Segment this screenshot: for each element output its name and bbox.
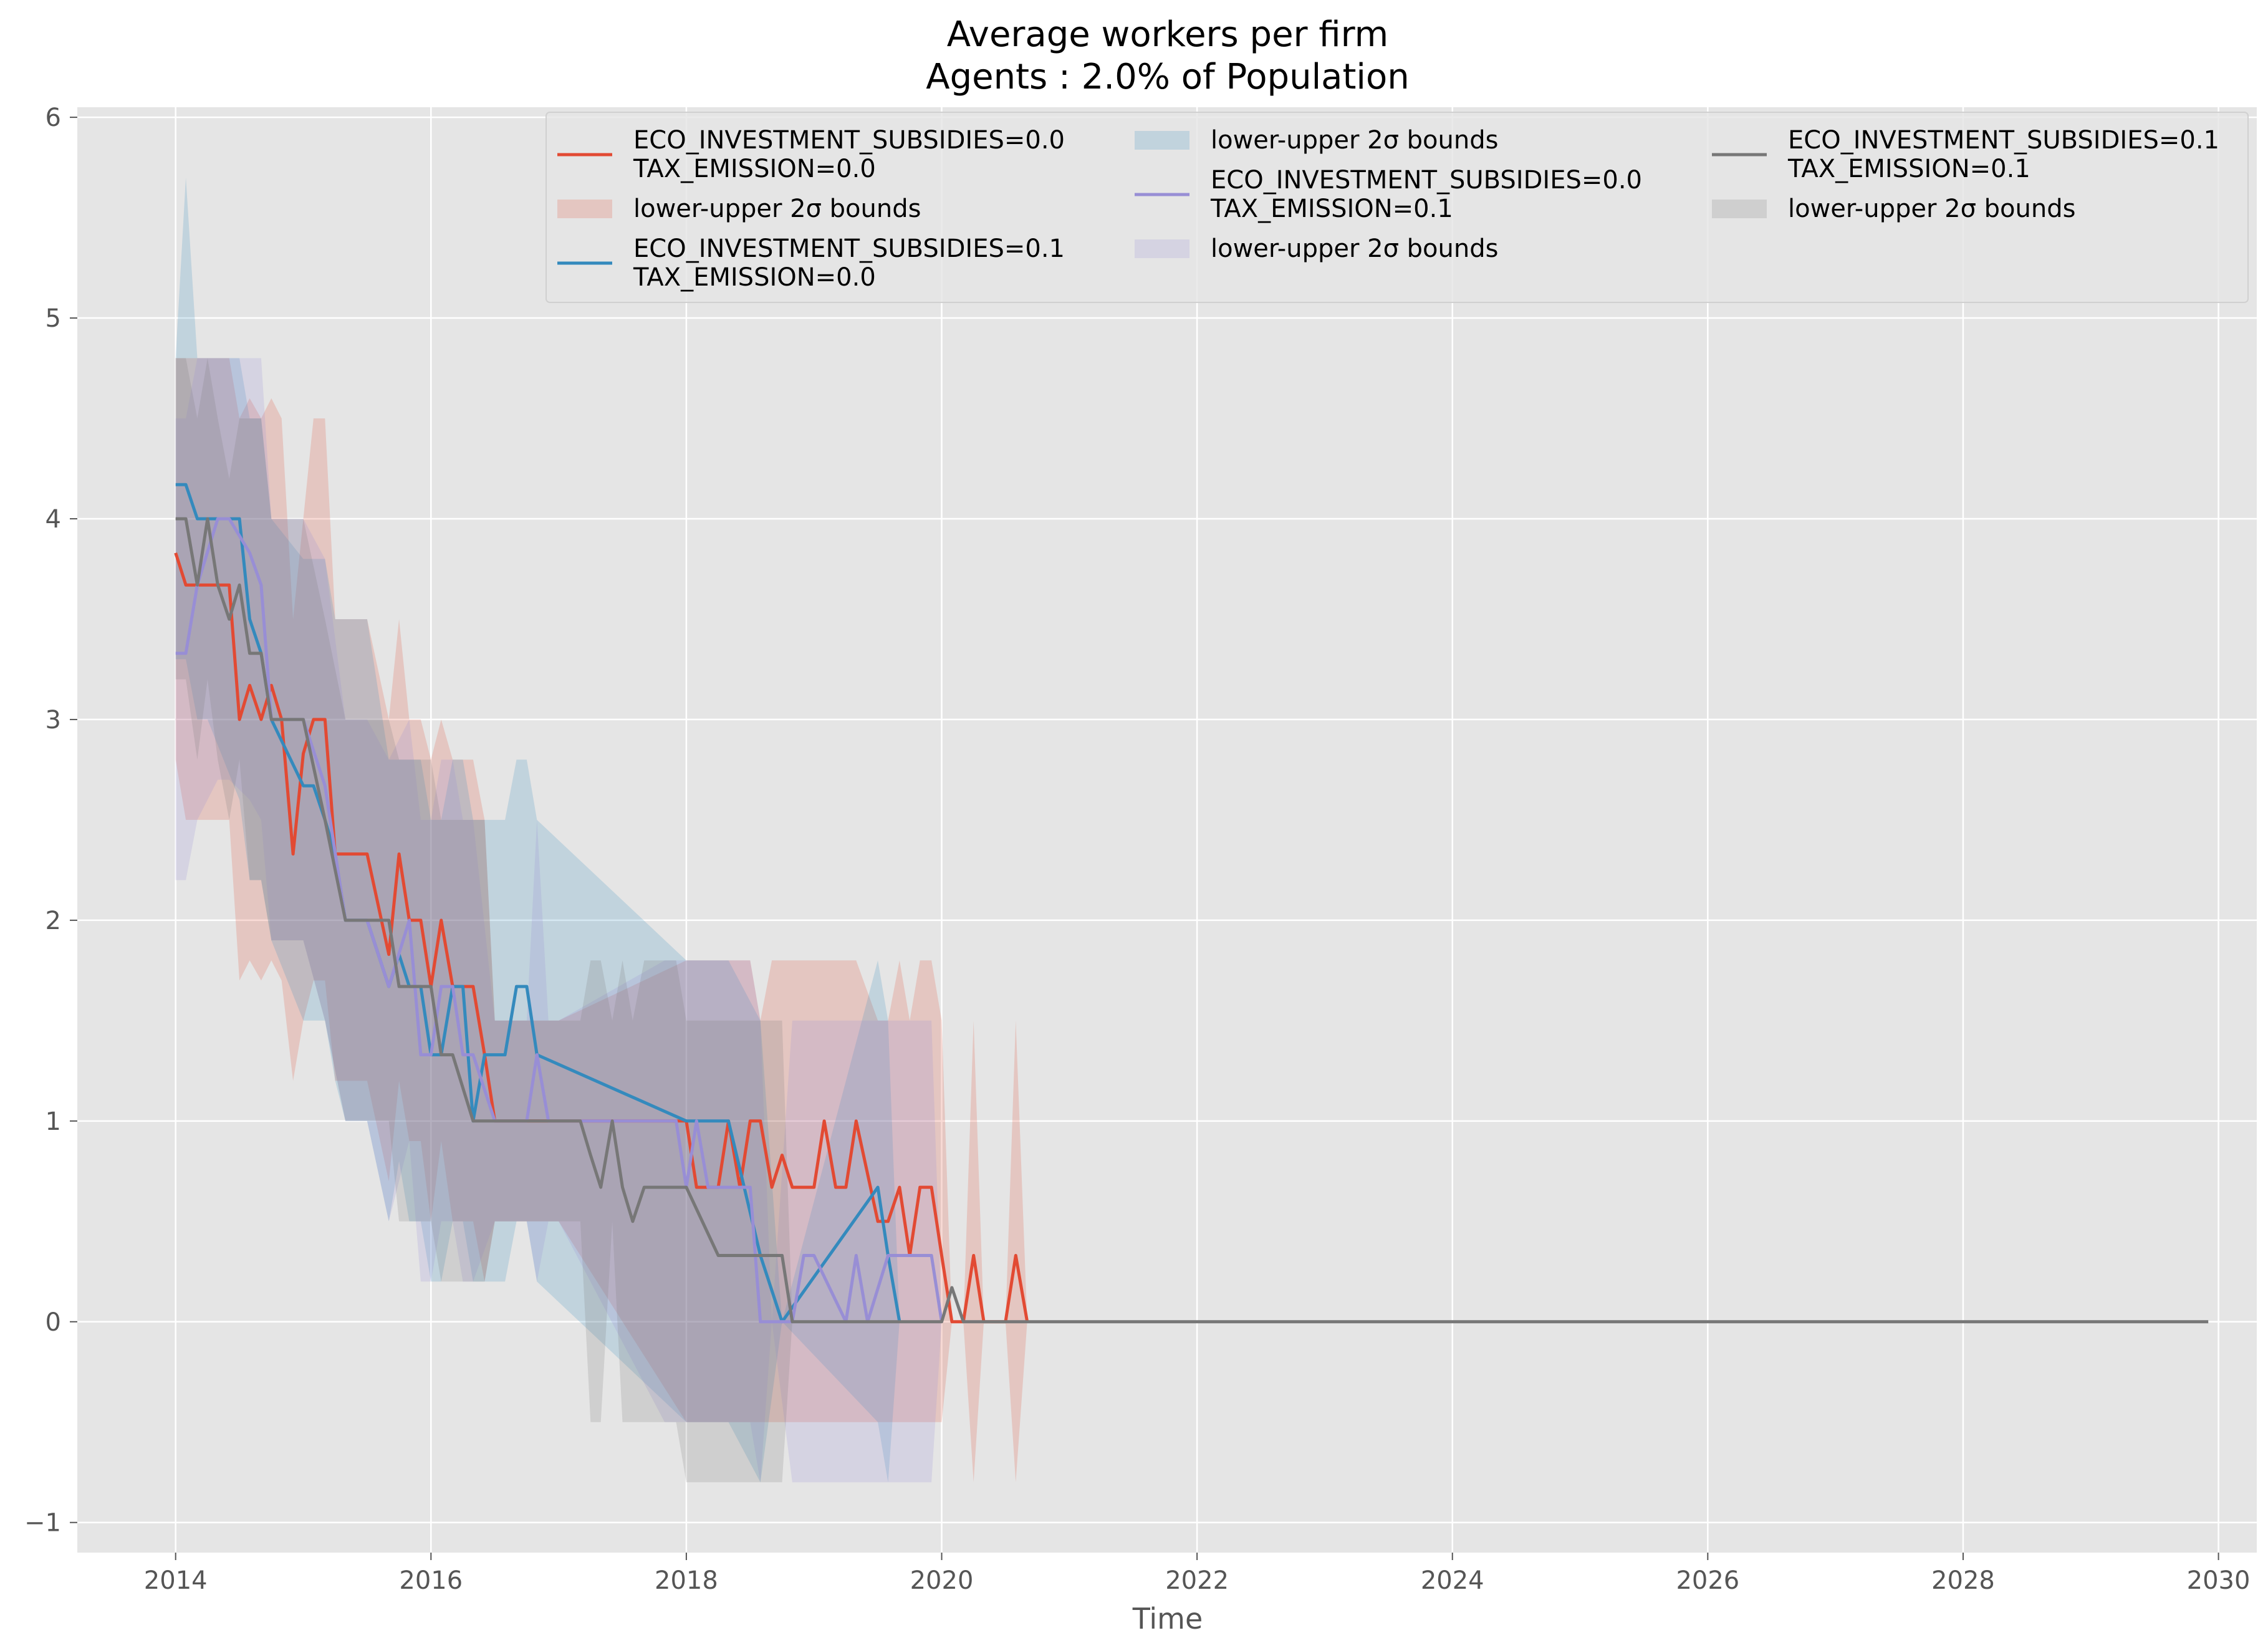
legend-item: lower-upper 2σ bounds: [1135, 126, 1498, 155]
y-tick-label: 1: [46, 1107, 61, 1136]
y-tick-label: −1: [24, 1509, 61, 1538]
series-0-band: [175, 358, 1027, 1483]
legend-item: lower-upper 2σ bounds: [1712, 195, 2075, 223]
axis-ticks: 2014 2016 2018 2020 2022 2024 2026 2028 2030 −1 0 1…: [24, 104, 2250, 1595]
y-tick-label: 0: [46, 1308, 61, 1337]
x-tick-label: 2022: [1165, 1566, 1229, 1595]
series-3-line: [175, 517, 2209, 1324]
series-lines: [174, 483, 2209, 1324]
legend: ECO_INVESTMENT_SUBSIDIES=0.0TAX_EMISSION…: [545, 112, 2249, 303]
legend-band-swatch: [1135, 239, 1189, 258]
x-tick-label: 2024: [1421, 1566, 1484, 1595]
chart-subtitle: Agents : 2.0% of Population: [926, 57, 1409, 97]
plot-area: [77, 107, 2257, 1553]
legend-item: ECO_INVESTMENT_SUBSIDIES=0.1TAX_EMISSION…: [557, 234, 1065, 292]
y-tick-label: 2: [46, 907, 61, 935]
legend-label: ECO_INVESTMENT_SUBSIDIES=0.0: [633, 126, 1065, 155]
legend-label: ECO_INVESTMENT_SUBSIDIES=0.0: [1211, 166, 1642, 195]
legend-band-swatch: [1135, 131, 1189, 150]
legend-item: lower-upper 2σ bounds: [557, 195, 921, 223]
x-tick-label: 2020: [910, 1566, 974, 1595]
x-tick-label: 2028: [1931, 1566, 1995, 1595]
legend-label: TAX_EMISSION=0.1: [1787, 155, 2030, 183]
series-1-band: [175, 177, 900, 1483]
legend-item: lower-upper 2σ bounds: [1135, 234, 1498, 263]
legend-item: ECO_INVESTMENT_SUBSIDIES=0.0TAX_EMISSION…: [1135, 166, 1642, 223]
series-3-band: [175, 358, 2209, 1483]
legend-label: lower-upper 2σ bounds: [1211, 126, 1498, 155]
legend-label: ECO_INVESTMENT_SUBSIDIES=0.1: [633, 234, 1065, 263]
x-tick-label: 2026: [1676, 1566, 1739, 1595]
x-tick-label: 2018: [655, 1566, 718, 1595]
legend-label: lower-upper 2σ bounds: [1788, 195, 2075, 223]
legend-label: TAX_EMISSION=0.0: [633, 155, 876, 183]
y-tick-label: 5: [46, 304, 61, 333]
y-tick-label: 4: [46, 505, 61, 534]
legend-box: [545, 112, 2249, 303]
y-tick-label: 3: [46, 706, 61, 735]
legend-band-swatch: [1712, 200, 1767, 218]
legend-label: lower-upper 2σ bounds: [633, 195, 921, 223]
x-tick-label: 2016: [399, 1566, 463, 1595]
y-tick-label: 6: [46, 104, 61, 132]
legend-label: TAX_EMISSION=0.0: [633, 263, 876, 292]
legend-label: lower-upper 2σ bounds: [1211, 234, 1498, 263]
x-tick-label: 2030: [2187, 1566, 2251, 1595]
chart-title: Average workers per firm: [947, 14, 1388, 55]
x-axis-label: Time: [1132, 1602, 1203, 1636]
x-tick-label: 2014: [144, 1566, 208, 1595]
legend-item: ECO_INVESTMENT_SUBSIDIES=0.1TAX_EMISSION…: [1712, 126, 2219, 183]
legend-label: TAX_EMISSION=0.1: [1210, 195, 1453, 223]
legend-label: ECO_INVESTMENT_SUBSIDIES=0.1: [1788, 126, 2219, 155]
legend-item: ECO_INVESTMENT_SUBSIDIES=0.0TAX_EMISSION…: [557, 126, 1065, 183]
legend-band-swatch: [557, 200, 612, 218]
